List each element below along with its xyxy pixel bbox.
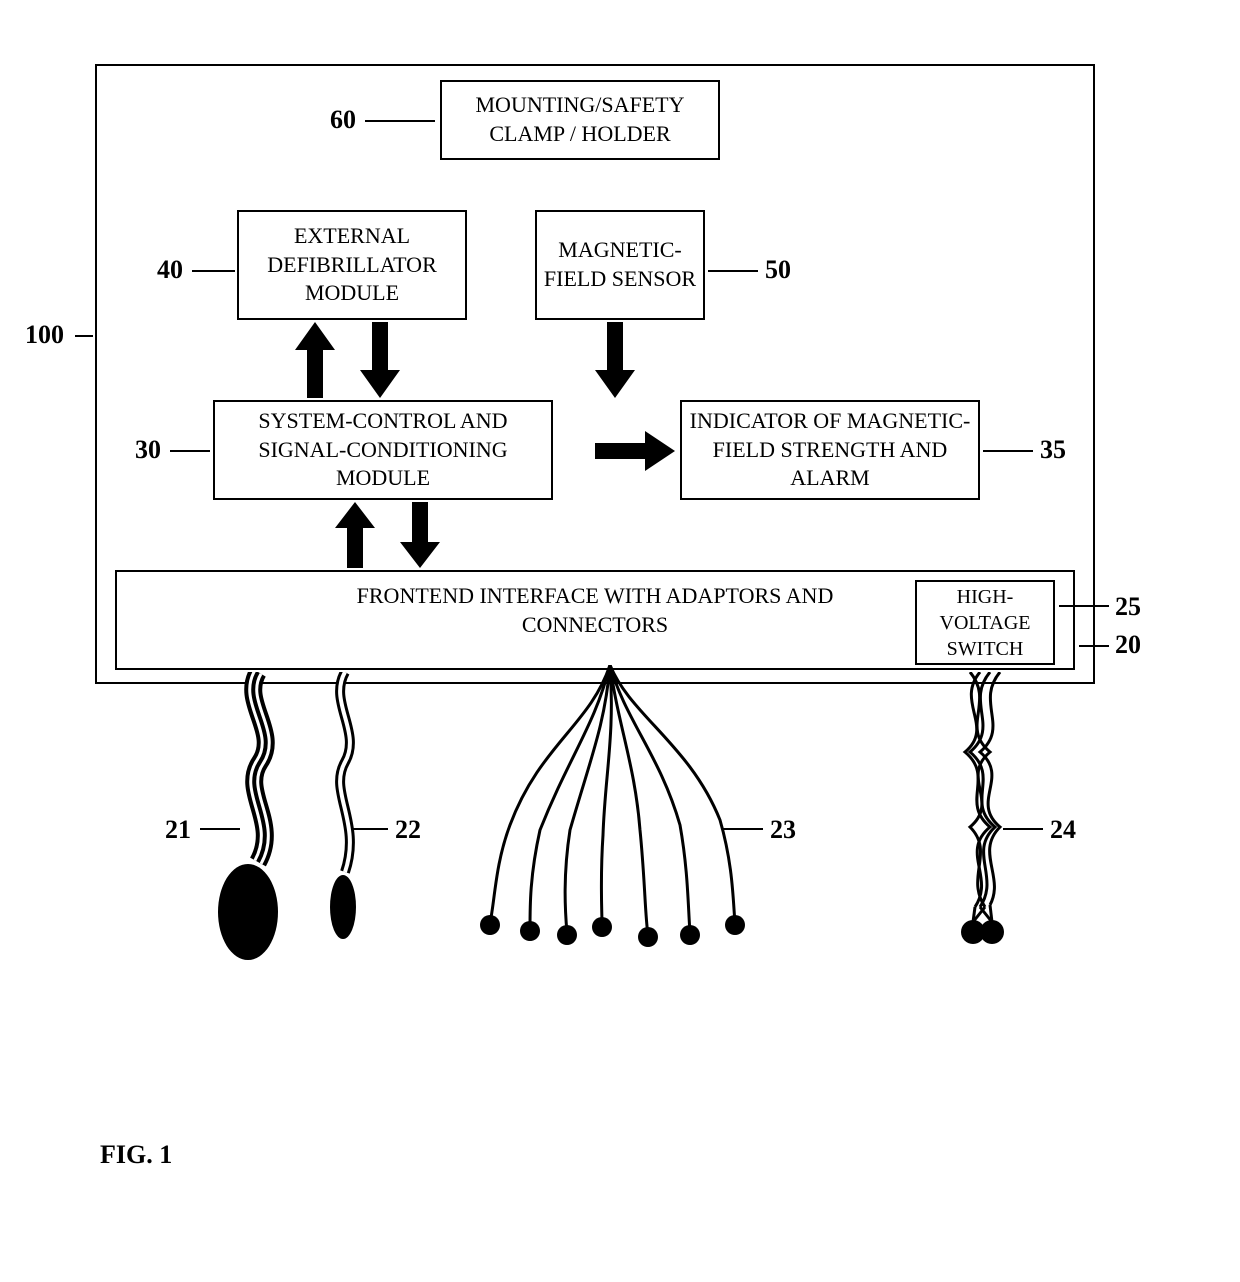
hvswitch-label: HIGH-VOLTAGE SWITCH	[921, 584, 1049, 662]
ref-24: 24	[1050, 815, 1076, 845]
hvswitch-block: HIGH-VOLTAGE SWITCH	[915, 580, 1055, 665]
ref-20-line	[1079, 645, 1109, 647]
ref-50: 50	[765, 255, 791, 285]
sensor-label: MAGNETIC-FIELD SENSOR	[541, 236, 699, 293]
cable-small-electrode	[310, 672, 380, 962]
ref-20: 20	[1115, 630, 1141, 660]
arrow-control-to-defib	[290, 322, 340, 398]
ref-30: 30	[135, 435, 161, 465]
mounting-block: MOUNTING/SAFETY CLAMP / HOLDER	[440, 80, 720, 160]
arrow-sensor-to-control	[590, 322, 640, 398]
ref-40-line	[192, 270, 235, 272]
mounting-label: MOUNTING/SAFETY CLAMP / HOLDER	[446, 91, 714, 148]
ref-100-line	[75, 335, 93, 337]
arrow-control-to-frontend	[395, 502, 445, 568]
cable-twisted	[940, 672, 1030, 972]
ref-60: 60	[330, 105, 356, 135]
ref-40: 40	[157, 255, 183, 285]
defib-label: EXTERNAL DEFIBRILLATOR MODULE	[243, 222, 461, 308]
ref-25-line	[1059, 605, 1109, 607]
control-block: SYSTEM-CONTROL AND SIGNAL-CONDITIONING M…	[213, 400, 553, 500]
sensor-block: MAGNETIC-FIELD SENSOR	[535, 210, 705, 320]
ref-60-line	[365, 120, 435, 122]
arrow-defib-to-control	[355, 322, 405, 398]
ref-30-line	[170, 450, 210, 452]
figure-caption: FIG. 1	[100, 1140, 172, 1170]
arrow-frontend-to-control	[330, 502, 380, 568]
cable-big-electrode	[210, 672, 300, 962]
indicator-block: INDICATOR OF MAGNETIC-FIELD STRENGTH AND…	[680, 400, 980, 500]
arrow-control-to-indicator	[595, 428, 675, 474]
defib-block: EXTERNAL DEFIBRILLATOR MODULE	[237, 210, 467, 320]
ref-35-line	[983, 450, 1033, 452]
ref-100: 100	[25, 320, 64, 350]
cable-lead-bundle	[440, 665, 780, 965]
ref-22: 22	[395, 815, 421, 845]
frontend-label: FRONTEND INTERFACE WITH ADAPTORS AND CON…	[345, 582, 845, 639]
ref-21: 21	[165, 815, 191, 845]
control-label: SYSTEM-CONTROL AND SIGNAL-CONDITIONING M…	[219, 407, 547, 493]
ref-35: 35	[1040, 435, 1066, 465]
indicator-label: INDICATOR OF MAGNETIC-FIELD STRENGTH AND…	[686, 407, 974, 493]
ref-50-line	[708, 270, 758, 272]
ref-25: 25	[1115, 592, 1141, 622]
